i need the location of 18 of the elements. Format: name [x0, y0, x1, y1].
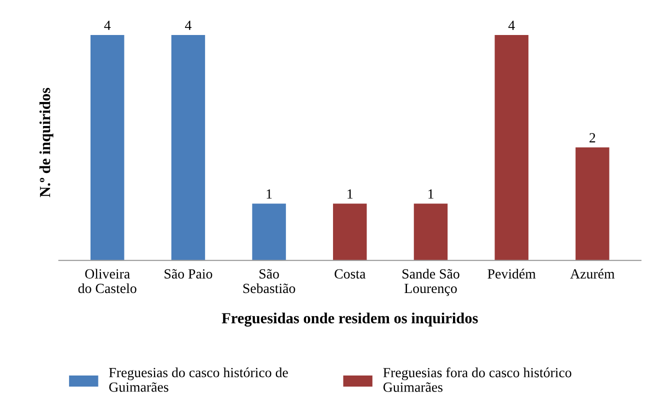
- legend-label: Freguesias fora do casco histórico Guimarães: [383, 367, 572, 392]
- y-axis-title: N.º de inquiridos: [39, 88, 54, 198]
- data-label: 1: [428, 189, 434, 199]
- x-tick-label: Azurém: [570, 268, 615, 279]
- x-tick-label: São Sebastião: [243, 269, 296, 294]
- x-tick-label: São Paio: [164, 269, 212, 279]
- data-label: 1: [348, 189, 353, 199]
- x-tick-label: Pevidém: [488, 268, 536, 279]
- data-label: 4: [508, 20, 515, 30]
- data-label: 4: [185, 20, 192, 30]
- data-label: 2: [590, 133, 596, 142]
- data-label: 4: [104, 20, 111, 30]
- x-axis-title: Freguesidas onde residem os inquiridos: [222, 312, 478, 327]
- x-tick-label: Sande São Lourenço: [402, 268, 460, 296]
- x-tick-label: Oliveira do Castelo: [78, 268, 136, 294]
- data-label: 1: [266, 189, 272, 199]
- x-tick-label: Costa: [334, 269, 366, 279]
- legend-label: Freguesias do casco histórico de Guimarães: [109, 367, 288, 392]
